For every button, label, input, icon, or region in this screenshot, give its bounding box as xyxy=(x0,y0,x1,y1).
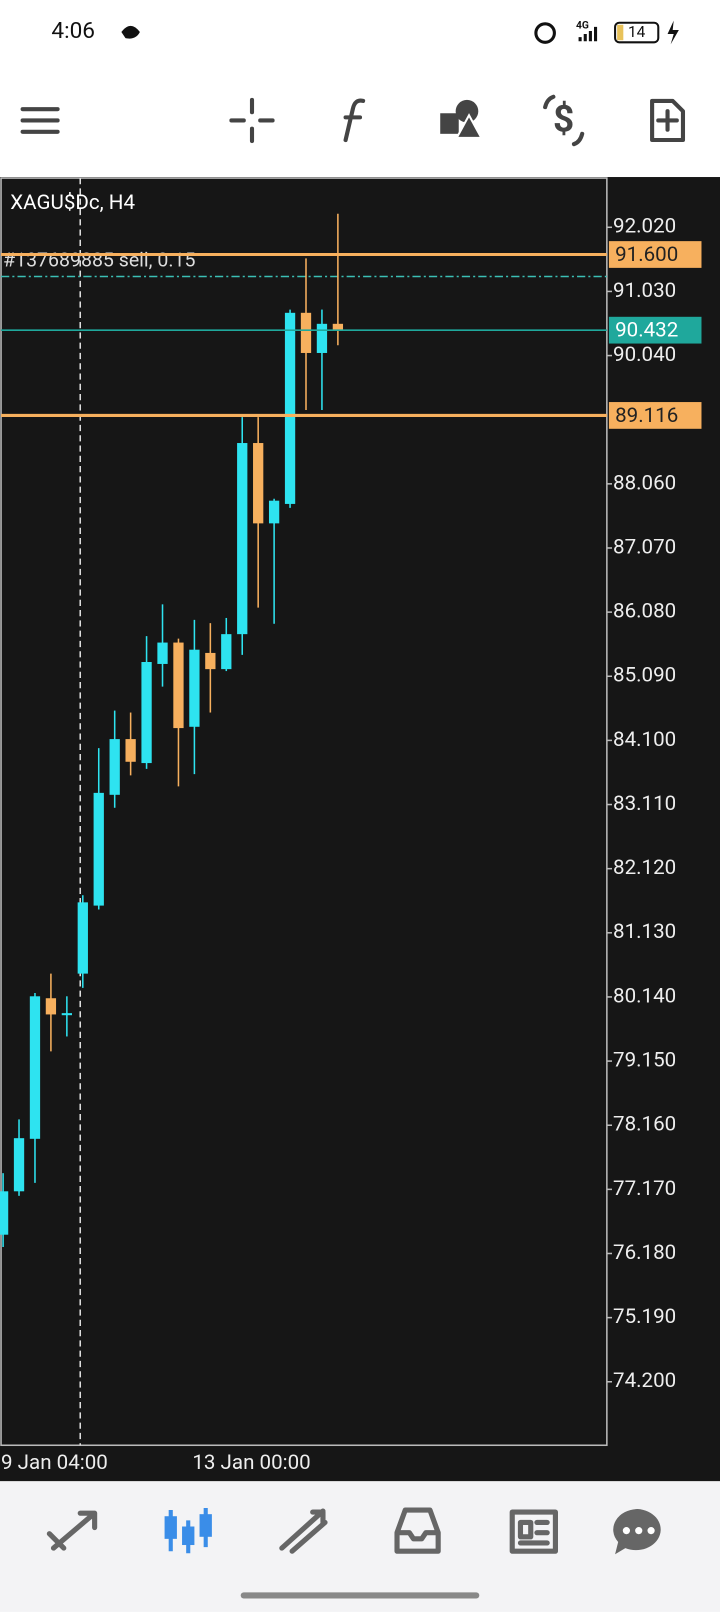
level-box xyxy=(608,241,702,268)
candle-body xyxy=(77,902,88,974)
y-tick-label: 84.100 xyxy=(613,728,676,752)
current-price-label: 90.432 xyxy=(615,319,678,343)
trade-button[interactable]: $ xyxy=(543,94,585,147)
level-label: 89.116 xyxy=(615,404,678,428)
candle-body xyxy=(189,649,200,727)
candle-body xyxy=(45,998,57,1015)
battery xyxy=(614,21,660,44)
candle-body xyxy=(109,739,120,795)
new-order-button[interactable] xyxy=(650,98,686,143)
y-tick-label: 77.170 xyxy=(613,1177,676,1201)
level-label: 91.600 xyxy=(615,243,678,267)
signal-icon xyxy=(578,26,598,42)
candle-body xyxy=(141,662,152,764)
battery-text: 14 xyxy=(628,23,646,41)
alarm-icon xyxy=(534,22,556,44)
y-tick-label: 83.110 xyxy=(613,792,676,816)
candle-body xyxy=(13,1138,25,1192)
y-tick-label: 82.120 xyxy=(613,856,676,880)
current-price-box xyxy=(608,316,702,344)
status-icon xyxy=(121,25,140,39)
candle-body xyxy=(157,642,168,664)
chart-background xyxy=(0,177,720,1482)
order-label: #137689885 sell, 0.15 xyxy=(3,248,195,271)
nav-trade[interactable] xyxy=(279,1508,328,1554)
charging-icon xyxy=(667,20,679,45)
y-tick-label: 78.160 xyxy=(613,1113,676,1137)
y-tick-label: 87.070 xyxy=(613,535,676,559)
candle-body xyxy=(316,323,328,353)
y-tick-label: 90.040 xyxy=(613,343,676,367)
y-tick-label: 79.150 xyxy=(613,1049,676,1073)
candle-body xyxy=(268,500,280,524)
candle-body xyxy=(93,792,104,906)
y-tick-label: 85.090 xyxy=(613,664,676,688)
indicators-button[interactable] xyxy=(343,98,366,143)
y-tick-label: 81.130 xyxy=(613,920,676,944)
plot-frame xyxy=(0,177,608,1447)
nav-chat[interactable] xyxy=(613,1509,661,1555)
candle-body xyxy=(332,323,344,331)
nav-history[interactable] xyxy=(394,1507,441,1554)
y-tick-label: 88.060 xyxy=(613,471,676,495)
level-box xyxy=(608,402,702,429)
menu-button[interactable] xyxy=(20,107,60,134)
nav-chart[interactable] xyxy=(164,1507,212,1554)
x-tick-label: 9 Jan 04:00 xyxy=(1,1451,108,1475)
y-tick-label: 92.020 xyxy=(613,215,676,239)
crosshair-button[interactable] xyxy=(229,97,275,144)
y-tick-label: 76.180 xyxy=(613,1241,676,1265)
candle-body xyxy=(173,642,184,729)
candle-body xyxy=(300,312,312,353)
bottom-nav xyxy=(0,1481,720,1612)
network-type: 4G xyxy=(576,19,589,32)
nav-news[interactable] xyxy=(509,1509,558,1554)
objects-button[interactable] xyxy=(440,99,484,139)
chart-title: XAGU$Dc, H4 xyxy=(10,191,135,215)
candle-body xyxy=(221,634,232,670)
gesture-bar xyxy=(240,1592,480,1599)
candle-body xyxy=(205,652,216,670)
y-tick-label: 91.030 xyxy=(613,279,676,303)
candle-body xyxy=(125,739,136,762)
y-tick-label: 86.080 xyxy=(613,600,676,624)
candle-body xyxy=(61,1013,72,1016)
y-tick-label: 74.200 xyxy=(613,1369,676,1393)
candle-body xyxy=(0,1191,9,1235)
svg-text:$: $ xyxy=(553,98,574,141)
battery-level xyxy=(617,24,624,41)
y-tick-label: 75.190 xyxy=(613,1305,676,1329)
x-tick-label: 13 Jan 00:00 xyxy=(192,1451,310,1475)
candle-body xyxy=(284,312,296,504)
nav-quotes[interactable] xyxy=(46,1510,98,1551)
candle-body xyxy=(237,443,248,635)
y-tick-label: 80.140 xyxy=(613,984,676,1008)
candle-body xyxy=(29,996,41,1139)
plot: 92.020 91.030 90.040 88.060 87.070 86.080 85.0… xyxy=(0,213,702,1475)
status-time: 4:06 xyxy=(51,17,95,44)
candle-body xyxy=(253,443,264,524)
